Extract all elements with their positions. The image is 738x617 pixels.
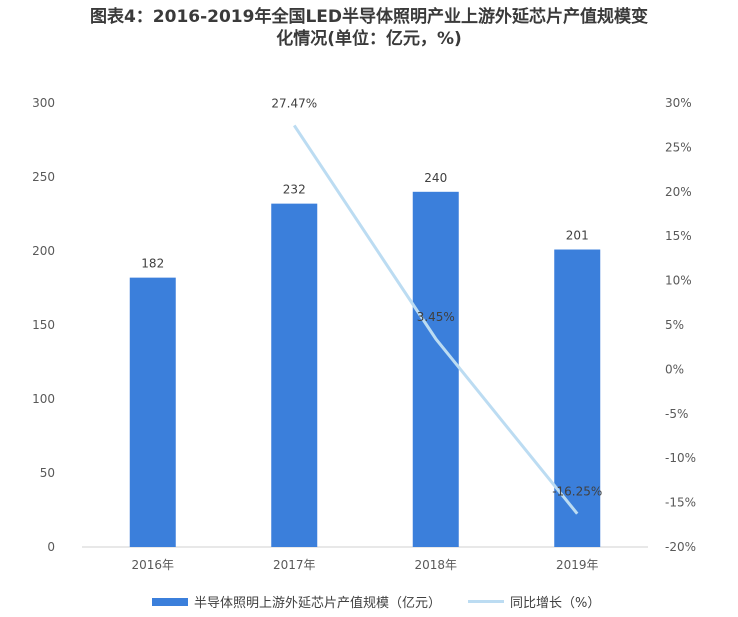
bar	[129, 277, 176, 547]
bar-data-label: 201	[566, 229, 589, 243]
bar	[554, 249, 601, 547]
right-axis-tick-label: 20%	[665, 185, 692, 199]
right-axis-tick-label: 30%	[665, 96, 692, 110]
x-axis-category-label: 2019年	[556, 558, 599, 572]
left-axis-tick-label: 200	[32, 244, 55, 258]
bar	[412, 191, 459, 548]
bar-data-labels: 182 232 240 201	[141, 171, 588, 271]
legend-bar-label: 半导体照明上游外延芯片产值规模（亿元）	[194, 596, 442, 611]
chart-title: 图表4：2016-2019年全国LED半导体照明产业上游外延芯片产值规模变 化情…	[20, 6, 718, 50]
left-axis-tick-label: 250	[32, 170, 55, 184]
x-axis-category-label: 2017年	[273, 558, 316, 572]
right-axis-tick-label: 5%	[665, 318, 684, 332]
right-axis-tick-label: -10%	[665, 451, 696, 465]
bar-series	[129, 191, 601, 548]
bar-data-label: 182	[141, 257, 164, 271]
growth-data-label: -16.25%	[552, 485, 602, 499]
right-axis-tick-label: -5%	[665, 407, 688, 421]
left-axis-tick-label: 50	[40, 466, 55, 480]
growth-data-label: 27.47%	[271, 96, 317, 110]
legend-line-swatch	[468, 600, 504, 603]
legend-bar-swatch	[152, 597, 188, 606]
left-axis-tick-label: 300	[32, 96, 55, 110]
right-axis-tick-label: 25%	[665, 140, 692, 154]
right-axis-tick-label: 0%	[665, 362, 684, 376]
right-axis-tick-label: 15%	[665, 229, 692, 243]
bar	[271, 203, 318, 547]
x-axis-category-label: 2016年	[131, 558, 174, 572]
right-axis-tick-label: 10%	[665, 274, 692, 288]
right-axis-tick-label: -20%	[665, 540, 696, 554]
x-axis-category-labels: 2016年 2017年 2018年 2019年	[131, 558, 598, 572]
left-axis-tick-label: 0	[47, 540, 55, 554]
growth-line	[293, 124, 579, 515]
right-axis-ticks: 30% 25% 20% 15% 10% 5% 0% -5% -10% -15% -20%	[665, 96, 696, 554]
x-axis-category-label: 2018年	[414, 558, 457, 572]
growth-data-labels: 27.47% 3.45% -16.25%	[271, 96, 602, 498]
bar-data-label: 232	[283, 183, 306, 197]
legend-line-label: 同比增长（%）	[510, 596, 601, 611]
legend-item-bar: 半导体照明上游外延芯片产值规模（亿元）	[152, 592, 441, 611]
right-axis-tick-label: -15%	[665, 496, 696, 510]
bar-data-label: 240	[424, 171, 447, 185]
chart-title-line-2: 化情况(单位：亿元，%)	[276, 29, 462, 49]
growth-data-label: 3.45%	[417, 310, 455, 324]
left-axis-tick-label: 150	[32, 318, 55, 332]
chart-title-line-1: 图表4：2016-2019年全国LED半导体照明产业上游外延芯片产值规模变	[89, 7, 649, 27]
legend-item-line: 同比增长（%）	[468, 592, 600, 611]
left-axis-tick-label: 100	[32, 392, 55, 406]
growth-line-series	[293, 124, 579, 515]
left-axis-ticks: 300 250 200 150 100 50 0	[32, 96, 55, 554]
